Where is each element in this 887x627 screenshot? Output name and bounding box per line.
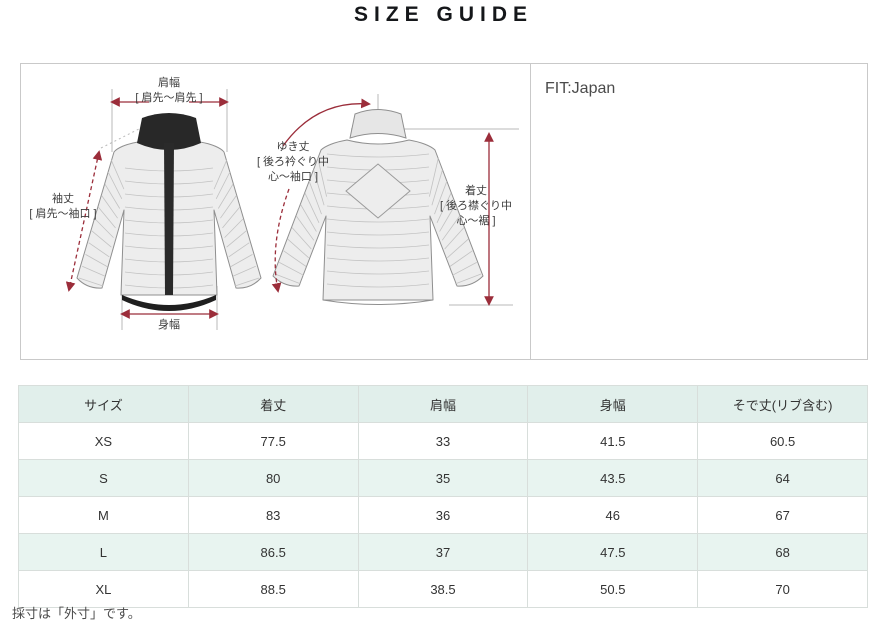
table-row: S 80 35 43.5 64	[18, 459, 868, 497]
page-title: SIZE GUIDE	[353, 3, 534, 26]
measurement-cell: 43.5	[527, 459, 699, 497]
back-diamond-patch	[345, 163, 411, 219]
measurement-cell: 41.5	[527, 422, 699, 460]
measurement-cell: 88.5	[187, 570, 359, 608]
measurement-cell: 47.5	[527, 533, 699, 571]
column-header: 着丈	[187, 385, 359, 423]
measurement-cell: 77.5	[187, 422, 359, 460]
panel-divider	[530, 64, 531, 359]
table-row: L 86.5 37 47.5 68	[18, 533, 868, 571]
measurement-cell: 68	[697, 533, 868, 571]
measurement-cell: 67	[697, 496, 868, 534]
sleeve-length-arrow	[65, 150, 103, 292]
size-cell: M	[18, 496, 189, 534]
size-table: サイズ 着丈 肩幅 身幅 そで丈(リブ含む) XS 77.5 33 41.5 60.5 S 80 35…	[18, 385, 868, 608]
jacket-front-illustration	[76, 113, 262, 311]
size-diagram-panel: 肩幅 [ 肩先〜肩先 ] 袖丈 [ 肩先〜袖口 ] ゆき丈 [ 後ろ衿ぐり中 心…	[20, 63, 868, 360]
shoulder-width-label: 肩幅 [ 肩先〜肩先 ]	[135, 77, 203, 104]
column-header: 身幅	[527, 385, 699, 423]
measurement-cell: 33	[357, 422, 529, 460]
jacket-measurement-illustration	[65, 89, 519, 330]
column-header: サイズ	[18, 385, 189, 423]
fit-label: FIT:Japan	[545, 80, 616, 97]
size-table-header: サイズ 着丈 肩幅 身幅 そで丈(リブ含む)	[18, 385, 868, 423]
measurement-cell: 86.5	[187, 533, 359, 571]
table-row: M 83 36 46 67	[18, 496, 868, 534]
size-cell: S	[18, 459, 189, 497]
body-length-label: 着丈 [ 後ろ襟ぐり中 心〜裾 ]	[439, 185, 513, 227]
measurement-cell: 36	[357, 496, 529, 534]
measurement-cell: 37	[357, 533, 529, 571]
size-cell: XL	[18, 570, 189, 608]
size-cell: L	[18, 533, 189, 571]
jacket-back-illustration	[272, 109, 484, 305]
measurement-cell: 60.5	[697, 422, 868, 460]
measurement-cell: 83	[187, 496, 359, 534]
column-header: 肩幅	[357, 385, 529, 423]
column-header: そで丈(リブ含む)	[697, 385, 868, 423]
measurement-cell: 46	[527, 496, 699, 534]
measurement-note: 採寸は「外寸」です。	[12, 606, 141, 621]
measurement-cell: 50.5	[527, 570, 699, 608]
yuki-length-label: ゆき丈 [ 後ろ衿ぐり中 心〜袖口 ]	[256, 141, 330, 183]
measurement-cell: 64	[697, 459, 868, 497]
yuki-length-arrow	[282, 98, 371, 147]
body-width-label: 身幅	[158, 319, 180, 331]
sleeve-length-label: 袖丈 [ 肩先〜袖口 ]	[29, 193, 97, 220]
size-cell: XS	[18, 422, 189, 460]
measurement-cell: 35	[357, 459, 529, 497]
measurement-cell: 38.5	[357, 570, 529, 608]
table-row: XL 88.5 38.5 50.5 70	[18, 570, 868, 608]
measurement-arrows	[65, 97, 494, 319]
measurement-cell: 70	[697, 570, 868, 608]
measurement-cell: 80	[187, 459, 359, 497]
table-row: XS 77.5 33 41.5 60.5	[18, 422, 868, 460]
